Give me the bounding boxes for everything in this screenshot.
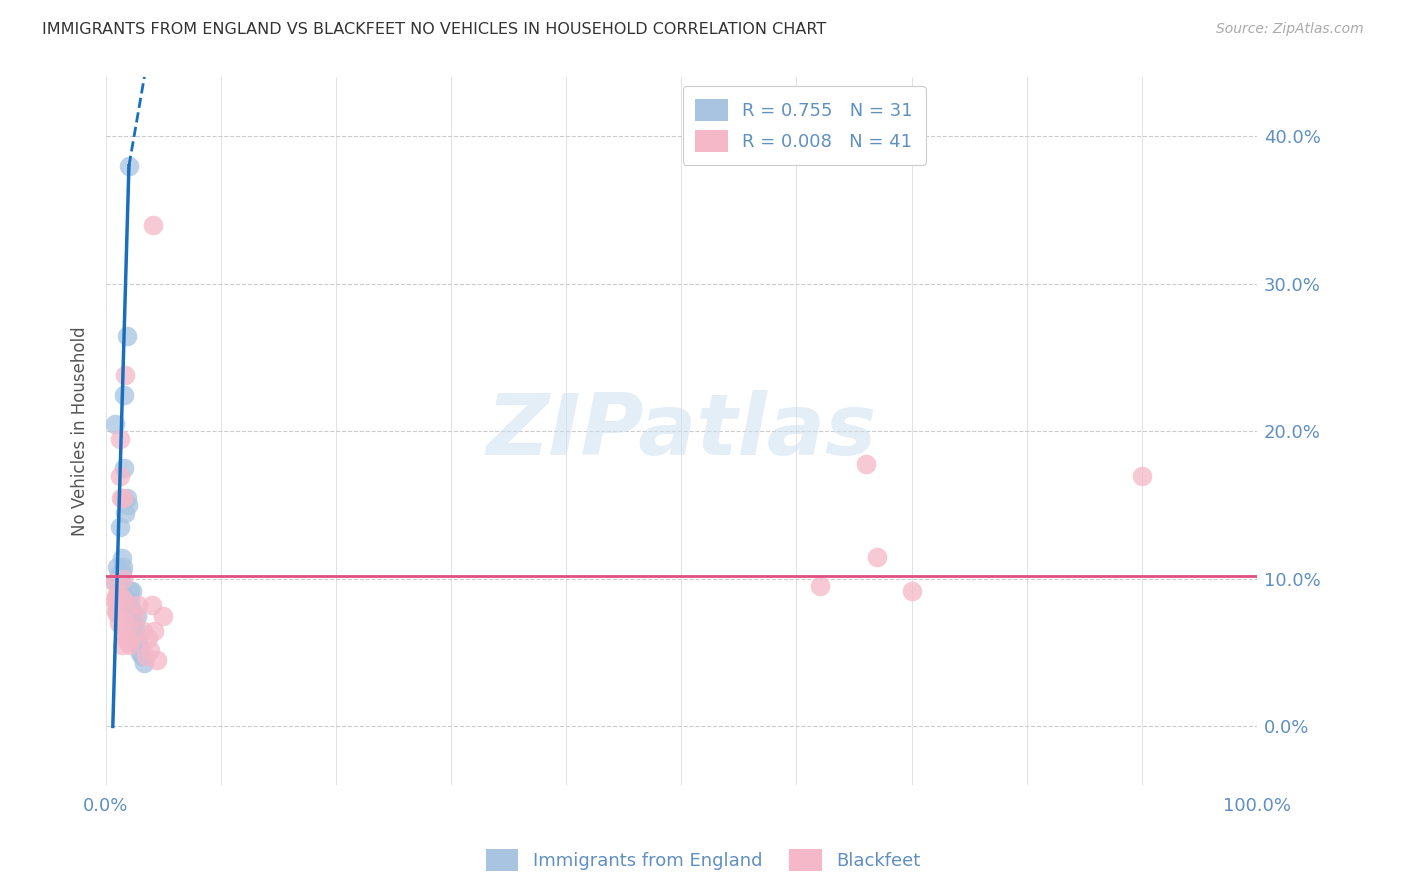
Point (112, 387, 135, 401)
Point (104, 574, 127, 589)
Point (111, 619, 134, 633)
Text: ZIPatlas: ZIPatlas (486, 390, 876, 473)
Point (111, 551, 134, 566)
Point (125, 631, 148, 645)
Point (110, 582, 132, 597)
Point (112, 594, 135, 608)
Point (117, 619, 139, 633)
Point (152, 608, 174, 623)
Point (115, 633, 138, 648)
Point (112, 491, 135, 505)
Point (108, 520, 131, 534)
Point (112, 461, 135, 475)
Point (108, 432, 131, 446)
Point (120, 638, 142, 652)
Point (118, 633, 141, 648)
Point (111, 638, 134, 652)
Point (120, 583, 142, 598)
Point (866, 549, 889, 564)
Point (115, 631, 138, 645)
Point (111, 565, 134, 579)
Point (127, 599, 149, 613)
Point (112, 613, 135, 627)
Legend: Immigrants from England, Blackfeet: Immigrants from England, Blackfeet (478, 842, 928, 879)
Point (855, 457, 877, 471)
Point (120, 594, 142, 608)
Point (120, 601, 142, 615)
Point (125, 608, 148, 623)
Point (110, 590, 132, 604)
Point (138, 631, 160, 645)
Point (112, 572, 135, 586)
Point (124, 619, 146, 633)
Point (114, 368, 136, 383)
Point (1130, 468, 1153, 483)
Point (138, 642, 160, 657)
Point (145, 653, 167, 667)
Y-axis label: No Vehicles in Household: No Vehicles in Household (72, 326, 89, 536)
Point (127, 631, 149, 645)
Point (110, 574, 132, 589)
Point (808, 579, 831, 593)
Point (104, 417, 127, 431)
Point (107, 599, 129, 613)
Point (107, 607, 129, 622)
Point (115, 328, 138, 343)
Point (128, 638, 150, 652)
Text: Source: ZipAtlas.com: Source: ZipAtlas.com (1216, 22, 1364, 37)
Point (129, 646, 152, 660)
Point (122, 616, 145, 631)
Point (124, 608, 146, 623)
Point (121, 608, 143, 623)
Point (108, 468, 131, 483)
Point (110, 491, 132, 505)
Point (105, 604, 128, 618)
Point (115, 491, 138, 505)
Point (135, 648, 157, 663)
Point (114, 631, 136, 645)
Point (104, 594, 127, 608)
Point (105, 590, 128, 604)
Point (121, 583, 143, 598)
Point (104, 574, 127, 589)
Point (143, 624, 166, 638)
Point (114, 506, 136, 520)
Point (107, 587, 129, 601)
Point (132, 624, 155, 638)
Point (141, 599, 163, 613)
Text: IMMIGRANTS FROM ENGLAND VS BLACKFEET NO VEHICLES IN HOUSEHOLD CORRELATION CHART: IMMIGRANTS FROM ENGLAND VS BLACKFEET NO … (42, 22, 827, 37)
Point (112, 560, 135, 574)
Point (132, 656, 155, 670)
Point (107, 616, 129, 631)
Point (107, 567, 129, 582)
Point (117, 498, 139, 512)
Point (118, 159, 141, 173)
Legend: R = 0.755   N = 31, R = 0.008   N = 41: R = 0.755 N = 31, R = 0.008 N = 41 (683, 87, 925, 165)
Point (900, 583, 922, 598)
Point (107, 560, 129, 574)
Point (131, 648, 153, 663)
Point (142, 218, 165, 232)
